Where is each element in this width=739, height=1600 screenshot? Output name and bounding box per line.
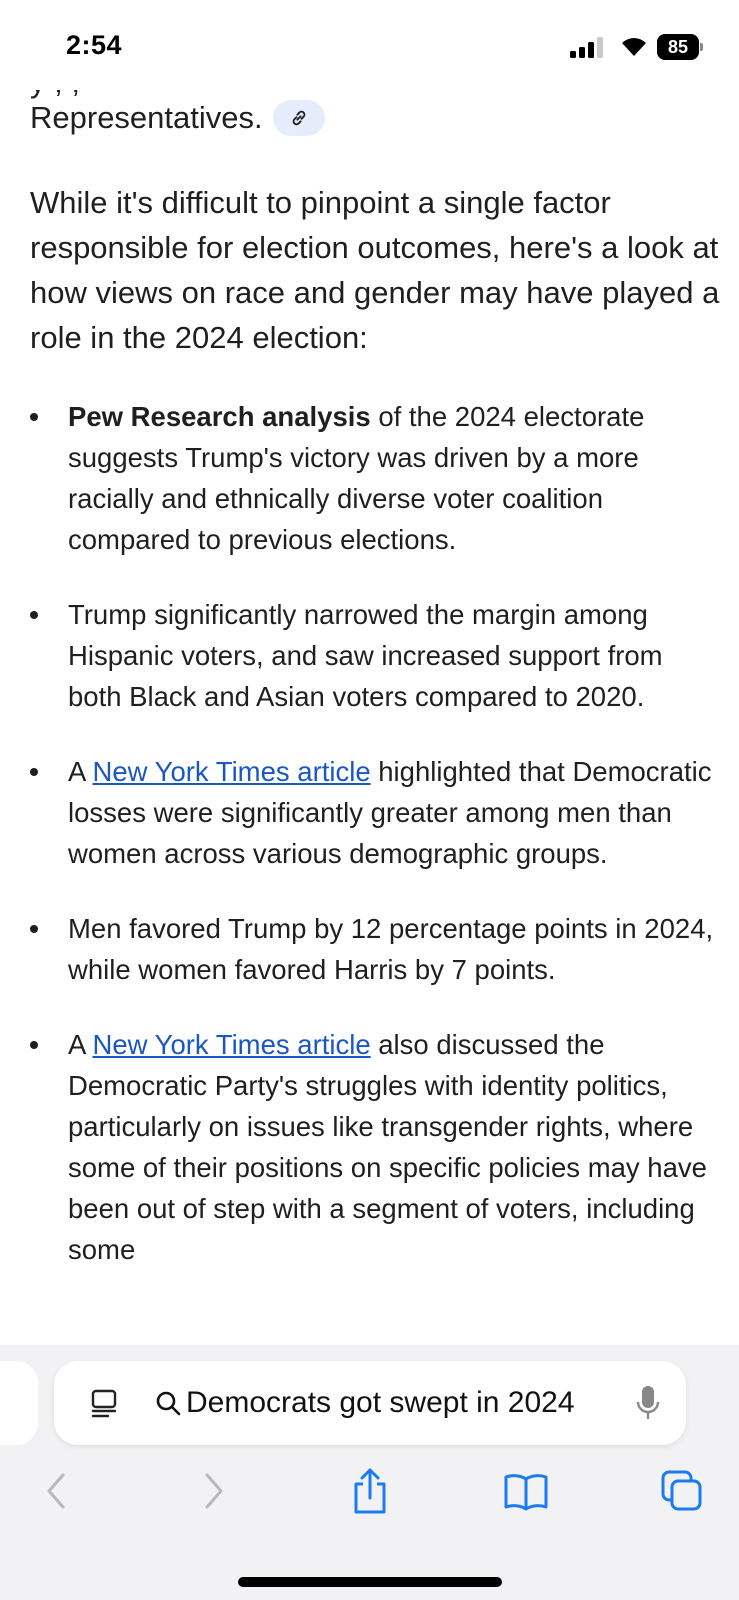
bullet-text: also discussed the Democratic Party's st…	[68, 1029, 707, 1265]
chevron-left-icon	[47, 1473, 65, 1509]
previous-tab-stub[interactable]	[0, 1361, 38, 1445]
bullet-bold-text: Pew Research analysis	[68, 401, 371, 432]
link-icon	[292, 110, 305, 126]
address-text[interactable]: Democrats got swept in 2024	[186, 1386, 575, 1419]
page-content: y , , Representatives. While it's diffic…	[0, 64, 739, 1304]
status-time: 2:54	[66, 30, 123, 60]
address-bar[interactable]: Democrats got swept in 2024	[54, 1361, 686, 1445]
cellular-signal-icon	[570, 36, 604, 58]
battery-indicator: 85	[657, 34, 703, 60]
back-button[interactable]	[28, 1463, 84, 1519]
list-item: Men favored Trump by 12 percentage point…	[0, 908, 739, 990]
source-link-chip[interactable]	[272, 100, 325, 136]
browser-bottom-bar: Democrats got swept in 2024	[0, 1345, 739, 1600]
wifi-icon	[622, 38, 646, 56]
bullet-text: highlighted that Democratic losses were …	[68, 756, 712, 869]
list-item: Trump significantly narrowed the margin …	[0, 594, 739, 717]
bullet-prefix: A	[68, 756, 93, 787]
list-item: Pew Research analysis of the 2024 electo…	[0, 396, 739, 560]
intro-line: Representatives.	[30, 96, 325, 140]
bullet-text: Men favored Trump by 12 percentage point…	[68, 913, 714, 985]
bullet-text: Trump significantly narrowed the margin …	[68, 599, 663, 712]
list-item: A New York Times article highlighted tha…	[0, 751, 739, 874]
chevron-right-icon	[205, 1473, 223, 1509]
browser-toolbar	[0, 1463, 739, 1523]
summary-paragraph: While it's difficult to pinpoint a singl…	[30, 185, 720, 355]
status-bar: 2:54 85	[0, 0, 739, 90]
microphone-icon[interactable]	[634, 1383, 662, 1423]
tabs-button[interactable]	[654, 1463, 710, 1519]
bookmarks-button[interactable]	[498, 1463, 554, 1519]
share-icon	[354, 1468, 386, 1514]
home-indicator[interactable]	[238, 1577, 502, 1587]
intro-text: Representatives.	[30, 100, 263, 135]
book-icon	[504, 1474, 548, 1511]
nyt-article-link-2[interactable]: New York Times article	[92, 1029, 371, 1060]
share-button[interactable]	[342, 1463, 398, 1519]
page-menu-icon[interactable]	[88, 1387, 120, 1419]
list-item: A New York Times article also discussed …	[0, 1024, 739, 1270]
bullet-prefix: A	[68, 1029, 93, 1060]
bullet-text: of the 2024 electorate suggests Trump's …	[68, 401, 645, 555]
findings-list: Pew Research analysis of the 2024 electo…	[0, 396, 739, 1304]
forward-button[interactable]	[186, 1463, 242, 1519]
search-icon	[156, 1391, 181, 1416]
nyt-article-link[interactable]: New York Times article	[92, 756, 371, 787]
tabs-icon	[661, 1470, 702, 1511]
